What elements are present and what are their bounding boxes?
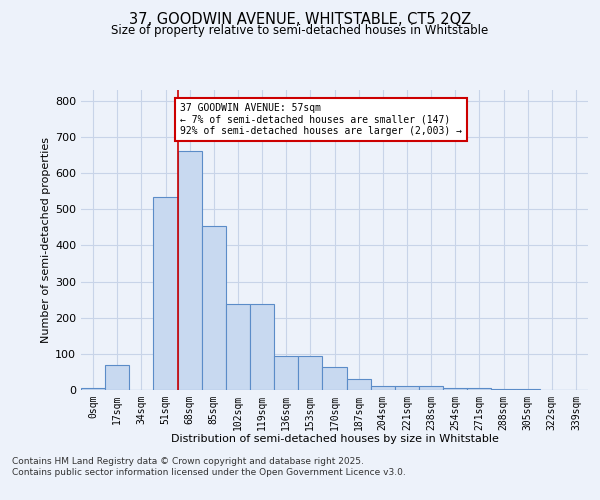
Bar	[371, 386, 395, 390]
Bar	[226, 304, 250, 390]
Text: Contains HM Land Registry data © Crown copyright and database right 2025.
Contai: Contains HM Land Registry data © Crown c…	[12, 458, 406, 477]
Bar	[274, 356, 298, 390]
Text: 37 GOODWIN AVENUE: 57sqm
← 7% of semi-detached houses are smaller (147)
92% of s: 37 GOODWIN AVENUE: 57sqm ← 7% of semi-de…	[180, 102, 462, 136]
Bar	[298, 356, 322, 390]
Bar	[178, 152, 202, 390]
Bar	[419, 386, 443, 390]
Bar	[154, 196, 178, 390]
Bar	[491, 389, 515, 390]
Bar	[322, 366, 347, 390]
Bar	[347, 379, 371, 390]
Y-axis label: Number of semi-detached properties: Number of semi-detached properties	[41, 137, 51, 343]
Text: Size of property relative to semi-detached houses in Whitstable: Size of property relative to semi-detach…	[112, 24, 488, 37]
Bar	[202, 226, 226, 390]
Bar	[443, 388, 467, 390]
Bar	[467, 388, 491, 390]
Bar	[395, 386, 419, 390]
Bar	[81, 388, 105, 390]
Text: 37, GOODWIN AVENUE, WHITSTABLE, CT5 2QZ: 37, GOODWIN AVENUE, WHITSTABLE, CT5 2QZ	[129, 12, 471, 28]
X-axis label: Distribution of semi-detached houses by size in Whitstable: Distribution of semi-detached houses by …	[170, 434, 499, 444]
Bar	[250, 304, 274, 390]
Bar	[105, 364, 129, 390]
